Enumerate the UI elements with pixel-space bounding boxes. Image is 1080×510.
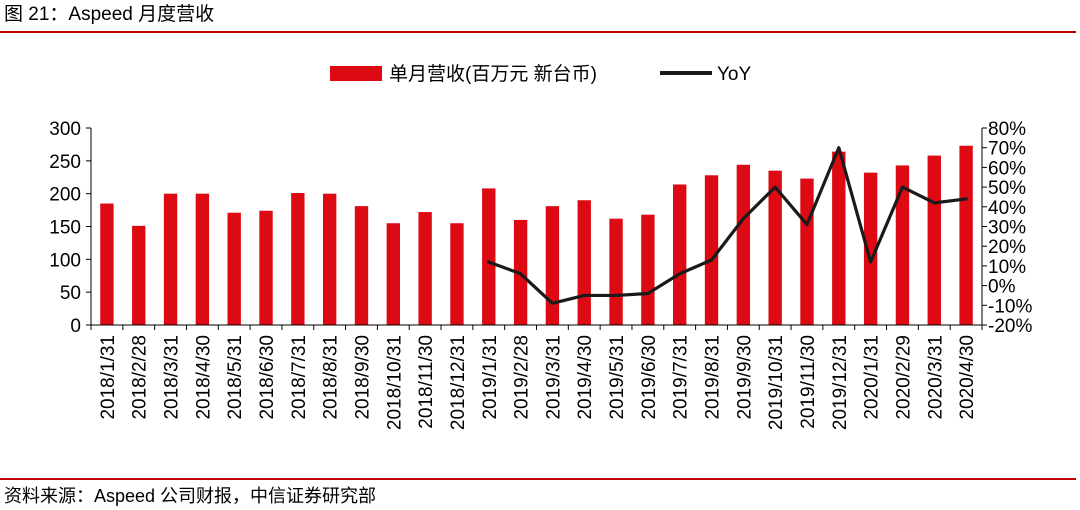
bar-2019/7/31 <box>673 184 687 325</box>
legend-bar-swatch <box>330 66 382 81</box>
right-tick-label-0%: 0% <box>988 277 1016 298</box>
x-tick-label-2018/1/31: 2018/1/31 <box>98 335 119 420</box>
bar-2018/12/31 <box>450 223 464 325</box>
right-tick-label-40%: 40% <box>988 198 1026 219</box>
left-tick-label-100: 100 <box>49 250 81 271</box>
bar-2019/11/30 <box>800 178 814 325</box>
x-tick-label-2018/3/31: 2018/3/31 <box>162 335 183 420</box>
x-axis-tick-labels: 2018/1/31 2018/2/28 2018/3/31 2018/4/30 2018… <box>98 335 978 430</box>
bar-2018/8/31 <box>322 193 337 325</box>
bar-2019/8/31 <box>704 175 719 325</box>
x-tick-label-2018/8/31: 2018/8/31 <box>321 335 342 420</box>
bottom-rule <box>0 478 1076 480</box>
x-tick-label-2018/2/28: 2018/2/28 <box>130 335 151 420</box>
bar-2018/9/30 <box>354 206 369 325</box>
right-tick-label-20%: 20% <box>988 237 1026 258</box>
x-tick-label-2019/5/31: 2019/5/31 <box>607 335 628 420</box>
bar-2019/9/30 <box>736 164 751 325</box>
x-tick-label-2019/6/30: 2019/6/30 <box>639 335 660 420</box>
bar-2018/1/31 <box>100 203 114 325</box>
x-tick-label-2020/3/31: 2020/3/31 <box>925 335 946 420</box>
bar-2019/6/30 <box>641 214 655 325</box>
bar-2018/2/28 <box>132 225 146 325</box>
bar-2019/3/31 <box>545 206 560 325</box>
bar-2018/5/31 <box>227 212 241 325</box>
legend-bar-label: 单月营收(百万元 新台币) <box>389 63 597 85</box>
x-tick-label-2018/12/31: 2018/12/31 <box>448 335 469 430</box>
right-tick-label-60%: 60% <box>988 158 1026 179</box>
right-tick-label-10%: 10% <box>988 257 1026 278</box>
bar-2020/2/29 <box>895 165 910 325</box>
axes <box>86 127 987 330</box>
x-tick-label-2019/8/31: 2019/8/31 <box>703 335 724 420</box>
x-tick-label-2019/4/30: 2019/4/30 <box>575 335 596 420</box>
bar-2020/3/31 <box>927 155 941 325</box>
left-tick-label-150: 150 <box>49 218 81 239</box>
right-tick-label-70%: 70% <box>988 139 1026 160</box>
left-tick-label-200: 200 <box>49 185 81 206</box>
source-note: 资料来源：Aspeed 公司财报，中信证券研究部 <box>4 486 377 506</box>
right-tick-label-80%: 80% <box>988 119 1026 140</box>
legend-line-label: YoY <box>717 64 751 85</box>
bar-2019/10/31 <box>768 170 782 325</box>
x-tick-label-2018/6/30: 2018/6/30 <box>257 335 278 420</box>
right-axis-tick-labels: -20%-10%0%10%20%30%40%50%60%70%80% <box>988 119 1032 337</box>
right-tick-label-30%: 30% <box>988 218 1026 239</box>
bar-2018/10/31 <box>386 223 400 325</box>
x-tick-label-2018/10/31: 2018/10/31 <box>384 335 405 430</box>
x-tick-label-2019/11/30: 2019/11/30 <box>798 335 819 429</box>
x-tick-label-2018/11/30: 2018/11/30 <box>416 335 437 429</box>
right-tick-label-50%: 50% <box>988 178 1026 199</box>
right-tick-label--20%: -20% <box>988 316 1032 337</box>
x-tick-label-2019/3/31: 2019/3/31 <box>543 335 564 420</box>
bar-2020/1/31 <box>863 172 878 325</box>
x-tick-label-2018/9/30: 2018/9/30 <box>352 335 373 420</box>
x-tick-label-2020/4/30: 2020/4/30 <box>957 335 978 420</box>
bar-2019/1/31 <box>482 188 496 325</box>
figure-title: 图 21：Aspeed 月度营收 <box>4 4 215 25</box>
yoy-line-series <box>487 146 968 305</box>
bar-2018/4/30 <box>195 193 210 325</box>
left-tick-label-0: 0 <box>70 316 81 337</box>
left-axis-tick-labels: 0 50 100 150 200 250 300 <box>49 119 81 337</box>
x-tick-label-2019/10/31: 2019/10/31 <box>766 335 787 430</box>
top-rule <box>0 31 1076 33</box>
bar-series <box>100 145 973 325</box>
bar-2018/3/31 <box>163 193 178 325</box>
x-tick-label-2020/1/31: 2020/1/31 <box>862 335 883 420</box>
x-tick-label-2019/1/31: 2019/1/31 <box>480 335 501 420</box>
yoy-line <box>487 146 968 305</box>
chart: 单月营收(百万元 新台币) YoY 0 50 100 150 200 250 300 -20… <box>49 63 1032 430</box>
left-tick-label-300: 300 <box>49 119 81 140</box>
left-tick-label-250: 250 <box>49 152 81 173</box>
bar-2018/6/30 <box>259 210 273 325</box>
bar-2018/11/30 <box>418 212 432 325</box>
x-tick-label-2018/5/31: 2018/5/31 <box>225 335 246 420</box>
x-tick-label-2019/2/28: 2019/2/28 <box>512 335 533 420</box>
x-tick-label-2019/12/31: 2019/12/31 <box>830 335 851 430</box>
x-tick-label-2019/9/30: 2019/9/30 <box>734 335 755 420</box>
bar-2018/7/31 <box>291 193 305 325</box>
left-tick-label-50: 50 <box>60 283 81 304</box>
bar-2019/5/31 <box>609 218 623 325</box>
legend: 单月营收(百万元 新台币) YoY <box>330 63 751 85</box>
bar-2019/4/30 <box>577 200 591 325</box>
x-tick-label-2020/2/29: 2020/2/29 <box>893 335 914 420</box>
bar-2020/4/30 <box>959 145 973 325</box>
right-tick-label--10%: -10% <box>988 296 1032 317</box>
x-tick-label-2019/7/31: 2019/7/31 <box>671 335 692 420</box>
bar-2019/12/31 <box>832 151 846 325</box>
x-tick-label-2018/7/31: 2018/7/31 <box>289 335 310 420</box>
x-tick-label-2018/4/30: 2018/4/30 <box>193 335 214 420</box>
